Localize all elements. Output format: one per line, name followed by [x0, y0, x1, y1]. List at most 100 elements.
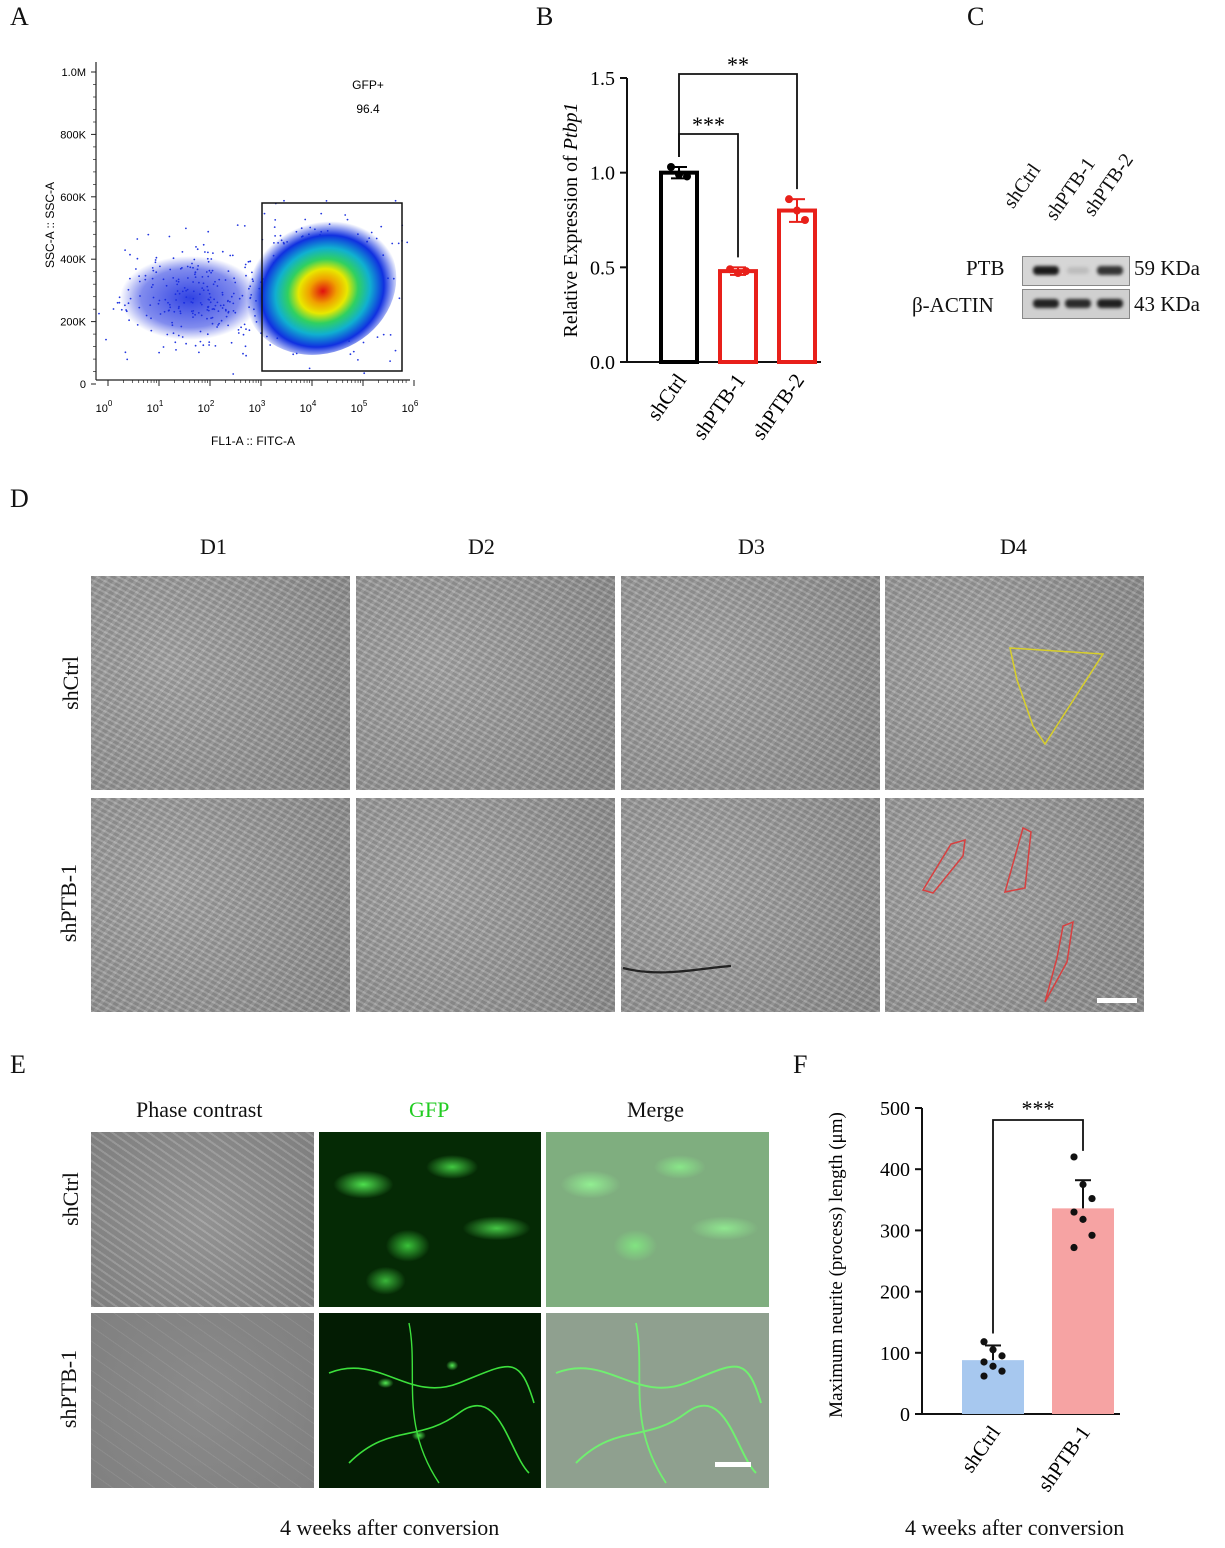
- scatter-dot: [292, 353, 295, 356]
- b-data-point: [793, 206, 801, 215]
- a-y-ticks: 1.0M 800K 600K 400K 200K 0: [60, 67, 96, 391]
- d4-cell-outlines-red: [921, 826, 1137, 1003]
- b-sig-label: **: [727, 52, 749, 77]
- panel-letter-b: B: [536, 2, 554, 31]
- gate-value: 96.4: [356, 102, 380, 116]
- d-row-label-1: shCtrl: [58, 656, 83, 710]
- f-caption: 4 weeks after conversion: [905, 1515, 1125, 1540]
- scatter-dot: [242, 352, 244, 355]
- scatter-dot: [135, 268, 137, 270]
- d-col-label-2: D2: [468, 534, 495, 559]
- a-y-tick-label: 400K: [60, 254, 86, 266]
- scatter-dot: [344, 214, 347, 216]
- f-x-ticks: shCtrl shPTB-1: [956, 1421, 1095, 1496]
- scatter-dot: [352, 350, 355, 353]
- a-y-tick-label: 0: [80, 379, 86, 391]
- d-col-label-4: D4: [1000, 534, 1027, 559]
- actin-size: 43 KDa: [1134, 292, 1200, 316]
- e-phase-shptb: [91, 1313, 314, 1488]
- f-x-tick-label: shCtrl: [956, 1421, 1005, 1477]
- scatter-dot: [245, 354, 248, 357]
- b-significance: *****: [678, 52, 798, 258]
- b-data-point: [683, 172, 691, 181]
- scatter-dot: [174, 341, 177, 344]
- scatter-dot: [363, 372, 366, 375]
- scatter-dot: [244, 345, 247, 348]
- ptbp1-bar-chart: 1.51.00.50.0 ***** shCtrlshPTB-1shPTB-2 …: [560, 52, 821, 444]
- a-x-tick-label: 103: [249, 399, 266, 415]
- gfp-gate: [261, 202, 403, 372]
- scatter-dot: [380, 225, 383, 228]
- scatter-dot: [120, 308, 123, 311]
- actin-blot-strip: [1022, 289, 1130, 319]
- scatter-dot: [394, 199, 397, 202]
- f-sig-label: ***: [1022, 1096, 1055, 1121]
- b-data-point: [675, 170, 683, 179]
- f-data-point: [989, 1362, 997, 1370]
- e-merge-shptb: [546, 1313, 769, 1488]
- b-data-point: [726, 265, 734, 274]
- e-row-label-1: shCtrl: [58, 1172, 83, 1226]
- scatter-dot: [397, 242, 400, 245]
- scatter-dot: [244, 263, 247, 266]
- f-sig-bracket: [992, 1119, 1084, 1334]
- scatter-dot: [112, 308, 115, 310]
- scatter-dot: [242, 333, 245, 336]
- f-bar: [1052, 1208, 1114, 1414]
- f-y-tick-label: 300: [880, 1220, 910, 1242]
- f-y-tick-label: 400: [880, 1159, 910, 1181]
- a-x-ticks: 100 101 102 103 104 105 106: [96, 380, 419, 415]
- scatter-dot: [406, 241, 409, 244]
- b-x-tick-label: shCtrl: [642, 369, 691, 425]
- scatter-dot: [230, 341, 233, 344]
- b-x-tick-label: shPTB-1: [688, 369, 750, 444]
- b-sig-label: ***: [692, 112, 725, 137]
- scatter-dot: [185, 227, 187, 230]
- scatter-dot: [243, 225, 246, 227]
- a-x-tick-label: 101: [147, 399, 164, 415]
- scatter-dot: [283, 199, 285, 202]
- a-x-tick-label: 104: [300, 399, 317, 415]
- f-bars: [962, 1153, 1114, 1414]
- f-data-point: [1088, 1194, 1096, 1203]
- scatter-dot: [136, 257, 139, 260]
- f-data-point: [980, 1372, 988, 1380]
- scatter-dot: [229, 254, 232, 257]
- e-phase-shctrl: [91, 1132, 314, 1307]
- scatter-dot: [349, 353, 352, 356]
- scatter-dot: [325, 200, 328, 202]
- d-image-shptb-d4: [885, 798, 1144, 1012]
- scatter-dot: [155, 256, 158, 259]
- western-blot: shCtrl shPTB-1 shPTB-2 PTB β-ACTIN 59 KD…: [900, 150, 1225, 319]
- a-y-tick-label: 800K: [60, 129, 86, 141]
- scatter-dot: [124, 249, 126, 252]
- a-y-tick-label: 600K: [60, 192, 86, 204]
- scatter-dot: [126, 358, 129, 361]
- scatter-dot: [398, 297, 401, 300]
- f-data-point: [1088, 1231, 1096, 1239]
- e-gfp-shptb: [319, 1313, 541, 1488]
- scatter-dot: [320, 212, 323, 215]
- a-x-tick-label: 100: [96, 399, 113, 415]
- ptb-label: PTB: [966, 256, 1005, 280]
- scatter-dot: [362, 341, 365, 344]
- scatter-dot: [136, 238, 139, 240]
- b-ylabel: Relative Expression of Ptbp1: [560, 103, 582, 338]
- e-scale-bar: [715, 1462, 751, 1467]
- scatter-dot: [237, 332, 240, 334]
- b-data-point: [801, 216, 809, 224]
- actin-label: β-ACTIN: [912, 293, 994, 317]
- f-ylabel: Maximum neurite (process) length (μm): [826, 1112, 847, 1418]
- f-data-point: [1079, 1180, 1087, 1189]
- d-row-label-2: shPTB-1: [56, 863, 81, 943]
- scatter-dot: [168, 235, 171, 238]
- e-col-label-2: GFP: [409, 1097, 450, 1122]
- f-y-tick-label: 100: [880, 1343, 910, 1365]
- scatter-dot: [116, 301, 119, 304]
- b-y-tick-label: 1.0: [590, 163, 615, 185]
- f-y-ticks: 500 400 300 200 100 0: [880, 1098, 1120, 1426]
- d-image-shctrl-d3: [621, 576, 880, 790]
- ptb-blot-strip: [1022, 256, 1130, 286]
- scatter-dot: [394, 349, 397, 352]
